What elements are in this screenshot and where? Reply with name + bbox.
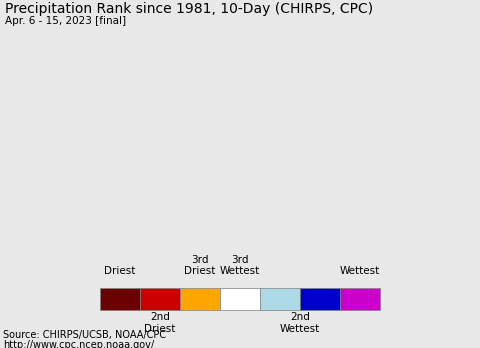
Text: 3rd
Wettest: 3rd Wettest bbox=[220, 255, 260, 276]
Text: 3rd
Driest: 3rd Driest bbox=[184, 255, 216, 276]
Text: 2nd
Wettest: 2nd Wettest bbox=[280, 312, 320, 334]
Text: Precipitation Rank since 1981, 10-Day (CHIRPS, CPC): Precipitation Rank since 1981, 10-Day (C… bbox=[5, 2, 373, 16]
Text: 2nd
Driest: 2nd Driest bbox=[144, 312, 176, 334]
Text: Source: CHIRPS/UCSB, NOAA/CPC: Source: CHIRPS/UCSB, NOAA/CPC bbox=[3, 330, 166, 340]
Text: Wettest: Wettest bbox=[340, 266, 380, 276]
Bar bbox=[220, 288, 260, 310]
Text: Driest: Driest bbox=[104, 266, 136, 276]
Bar bbox=[100, 288, 140, 310]
Text: Apr. 6 - 15, 2023 [final]: Apr. 6 - 15, 2023 [final] bbox=[5, 16, 126, 26]
Bar bbox=[260, 288, 300, 310]
Bar bbox=[180, 288, 220, 310]
Bar bbox=[300, 288, 340, 310]
Bar bbox=[140, 288, 180, 310]
Bar bbox=[340, 288, 380, 310]
Text: http://www.cpc.ncep.noaa.gov/: http://www.cpc.ncep.noaa.gov/ bbox=[3, 340, 154, 348]
